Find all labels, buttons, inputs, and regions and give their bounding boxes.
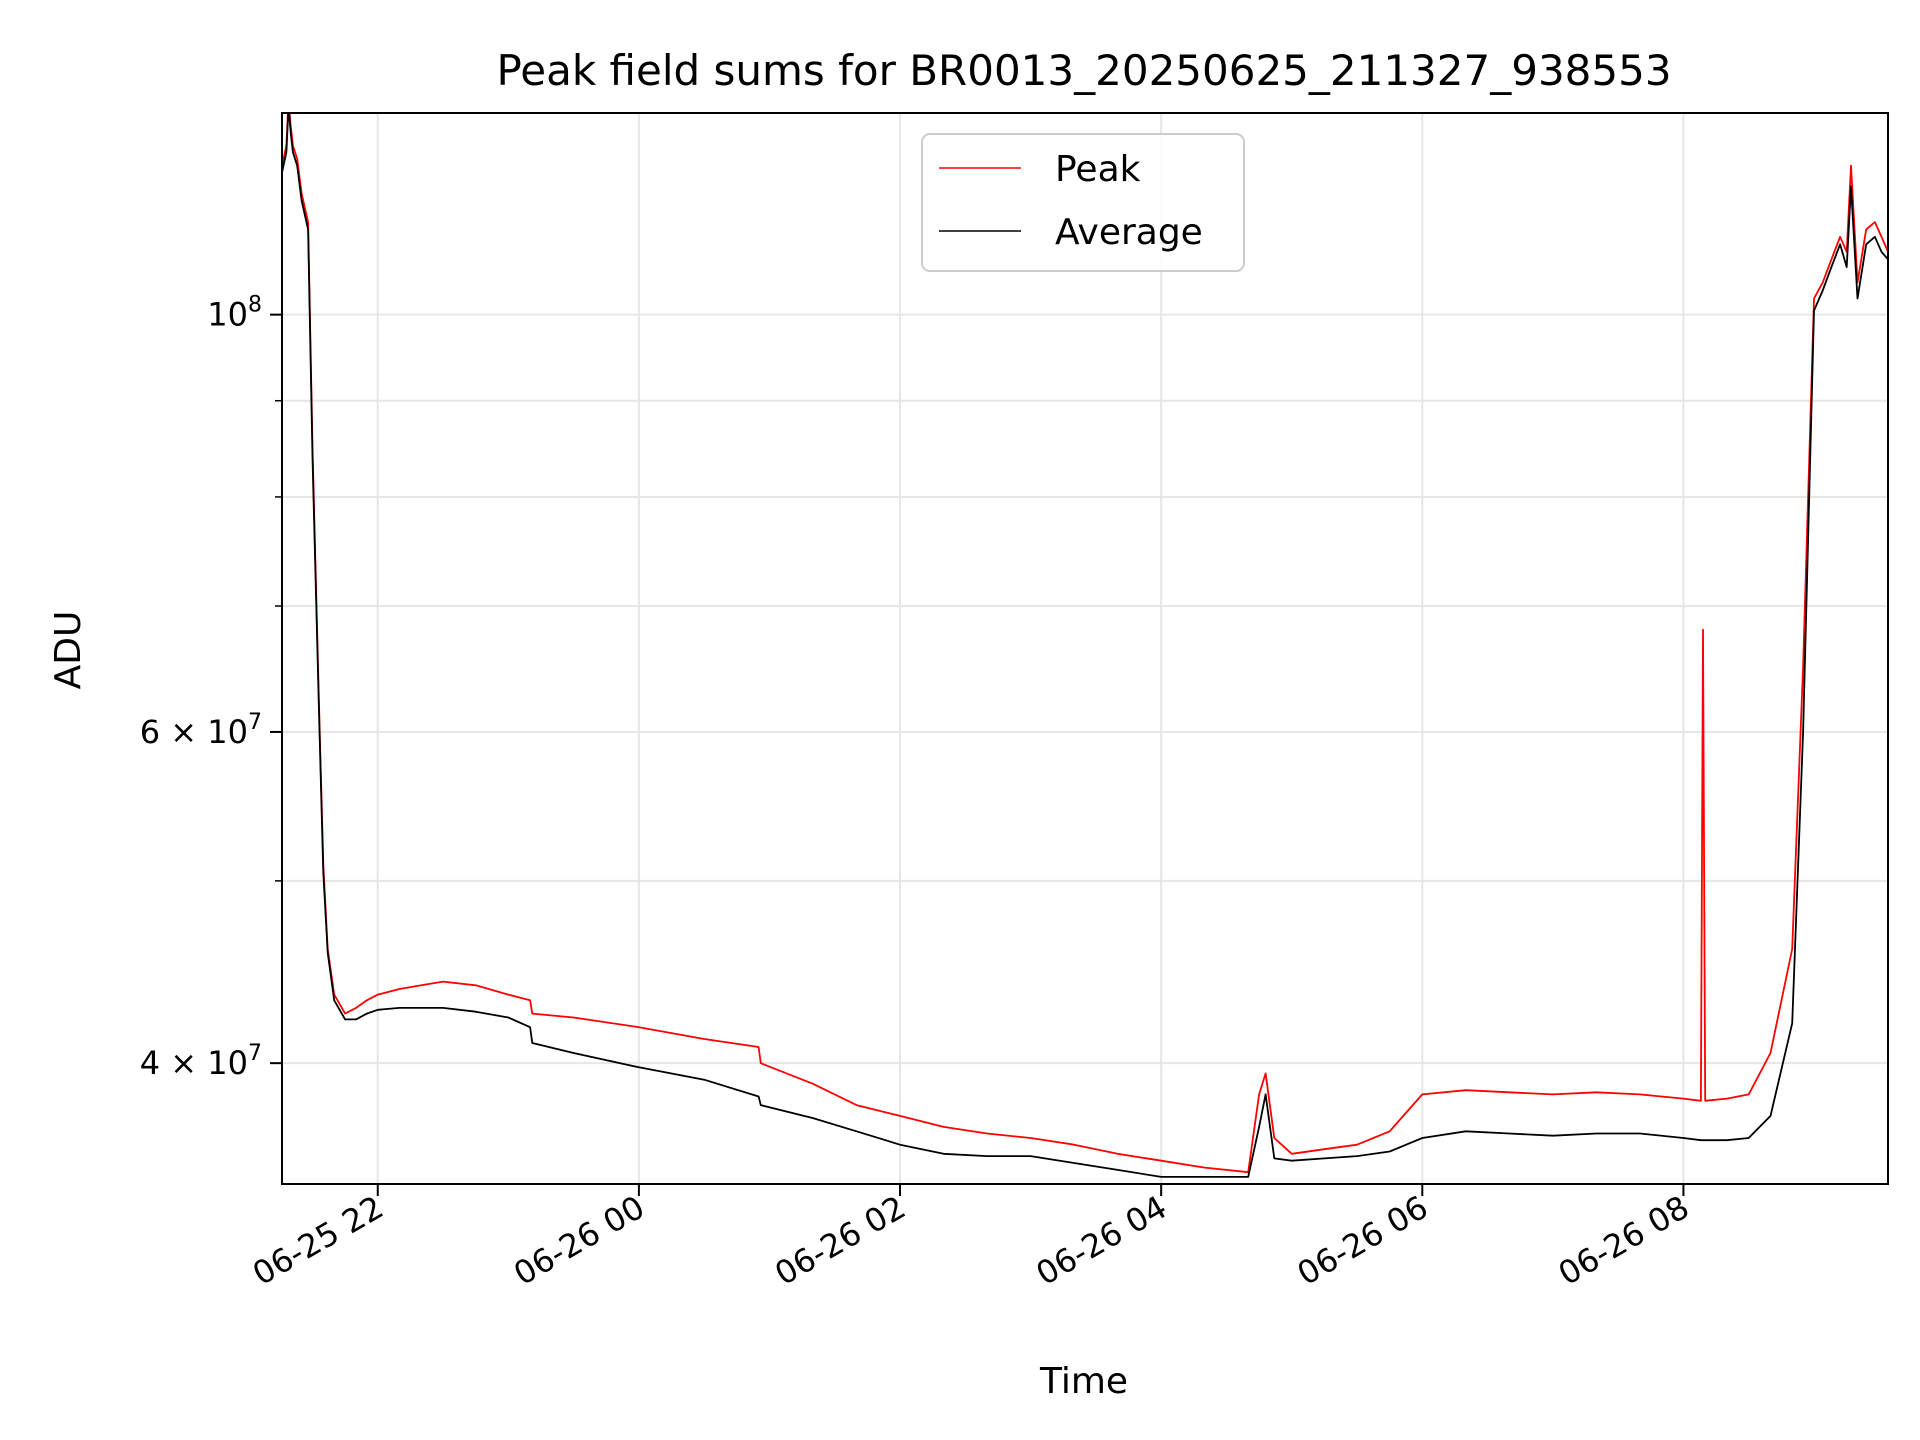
grid: [282, 113, 1888, 1184]
legend-label-peak: Peak: [1055, 149, 1141, 190]
y-tick-label: 6 × 107: [140, 710, 262, 751]
x-axis-ticks: 06-25 22 06-26 00 06-26 02 06-26 04 06-26 06…: [246, 1184, 1695, 1293]
x-tick-label: 06-26 04: [1030, 1188, 1174, 1293]
series-line-average: [282, 113, 1888, 1178]
x-tick-label: 06-26 08: [1552, 1188, 1696, 1293]
series-layer: [282, 113, 1888, 1178]
x-tick-label: 06-25 22: [246, 1188, 390, 1293]
y-axis-ticks: 4 × 107 6 × 107 108: [140, 293, 282, 1082]
y-axis-label: ADU: [48, 611, 89, 690]
y-tick-label: 108: [207, 293, 262, 334]
x-tick-label: 06-26 06: [1291, 1188, 1435, 1293]
x-tick-label: 06-26 02: [768, 1188, 912, 1293]
legend-label-average: Average: [1055, 212, 1203, 253]
x-tick-label: 06-26 00: [507, 1188, 651, 1293]
legend: Peak Average: [921, 133, 1245, 272]
plot-frame: [281, 112, 1889, 1185]
x-axis-label: Time: [1039, 1361, 1128, 1402]
y-tick-label: 4 × 107: [140, 1041, 262, 1082]
chart-title: Peak field sums for BR0013_20250625_2113…: [496, 46, 1671, 95]
